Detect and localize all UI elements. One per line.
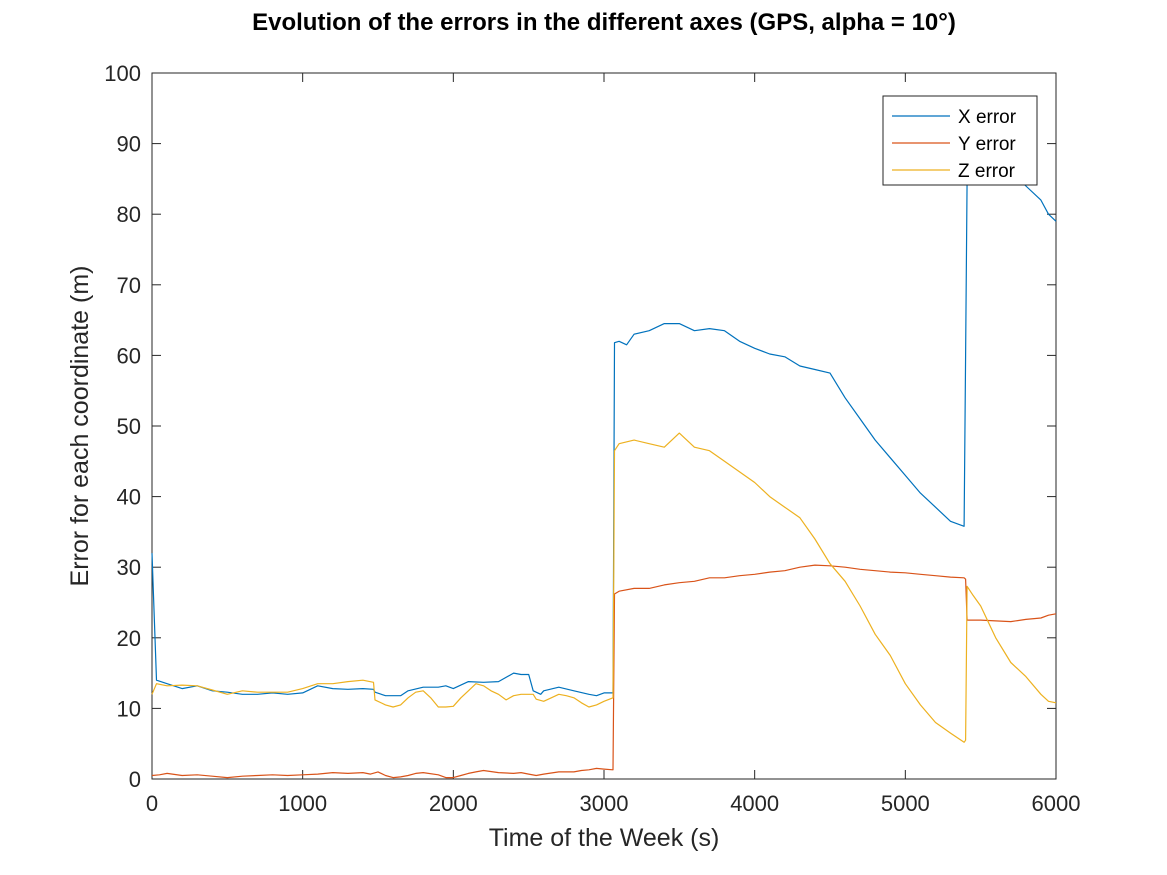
legend: X error Y error Z error [882, 95, 1038, 186]
legend-label-y-error: Y error [958, 134, 1016, 155]
x-tick-label: 2000 [429, 791, 478, 816]
plot-area: 0 1000 2000 3000 4000 5000 6000 0 10 20 30 40 50 60 70… [104, 61, 1080, 816]
y-tick-label: 10 [117, 696, 141, 721]
legend-label-x-error: X error [958, 107, 1017, 128]
y-tick-label: 50 [117, 414, 141, 439]
axes-box [151, 72, 1057, 780]
x-tick-label: 6000 [1032, 791, 1081, 816]
series-lines [151, 150, 1057, 779]
y-tick-label: 40 [117, 485, 141, 510]
y-tick-label: 60 [117, 343, 141, 368]
series-line-x-error [151, 150, 1057, 697]
x-tick-label: 3000 [580, 791, 629, 816]
y-tick-label: 80 [117, 202, 141, 227]
y-tick-label: 100 [104, 61, 141, 86]
y-tick-label: 30 [117, 555, 141, 580]
chart-title: Evolution of the errors in the different… [252, 9, 956, 36]
y-tick-label: 20 [117, 626, 141, 651]
legend-label-z-error: Z error [958, 161, 1016, 182]
y-tick-label: 90 [117, 132, 141, 157]
x-tick-label: 0 [146, 791, 158, 816]
y-axis-label: Error for each coordinate (m) [66, 266, 94, 587]
series-line-z-error [151, 432, 1057, 743]
series-line-y-error [151, 564, 1057, 779]
axis-ticks: 0 1000 2000 3000 4000 5000 6000 0 10 20 30 40 50 60 70… [104, 61, 1080, 816]
x-axis-label: Time of the Week (s) [489, 824, 720, 852]
x-tick-label: 1000 [278, 791, 327, 816]
x-tick-label: 4000 [730, 791, 779, 816]
y-tick-label: 70 [117, 273, 141, 298]
x-tick-label: 5000 [881, 791, 930, 816]
y-tick-label: 0 [129, 767, 141, 792]
